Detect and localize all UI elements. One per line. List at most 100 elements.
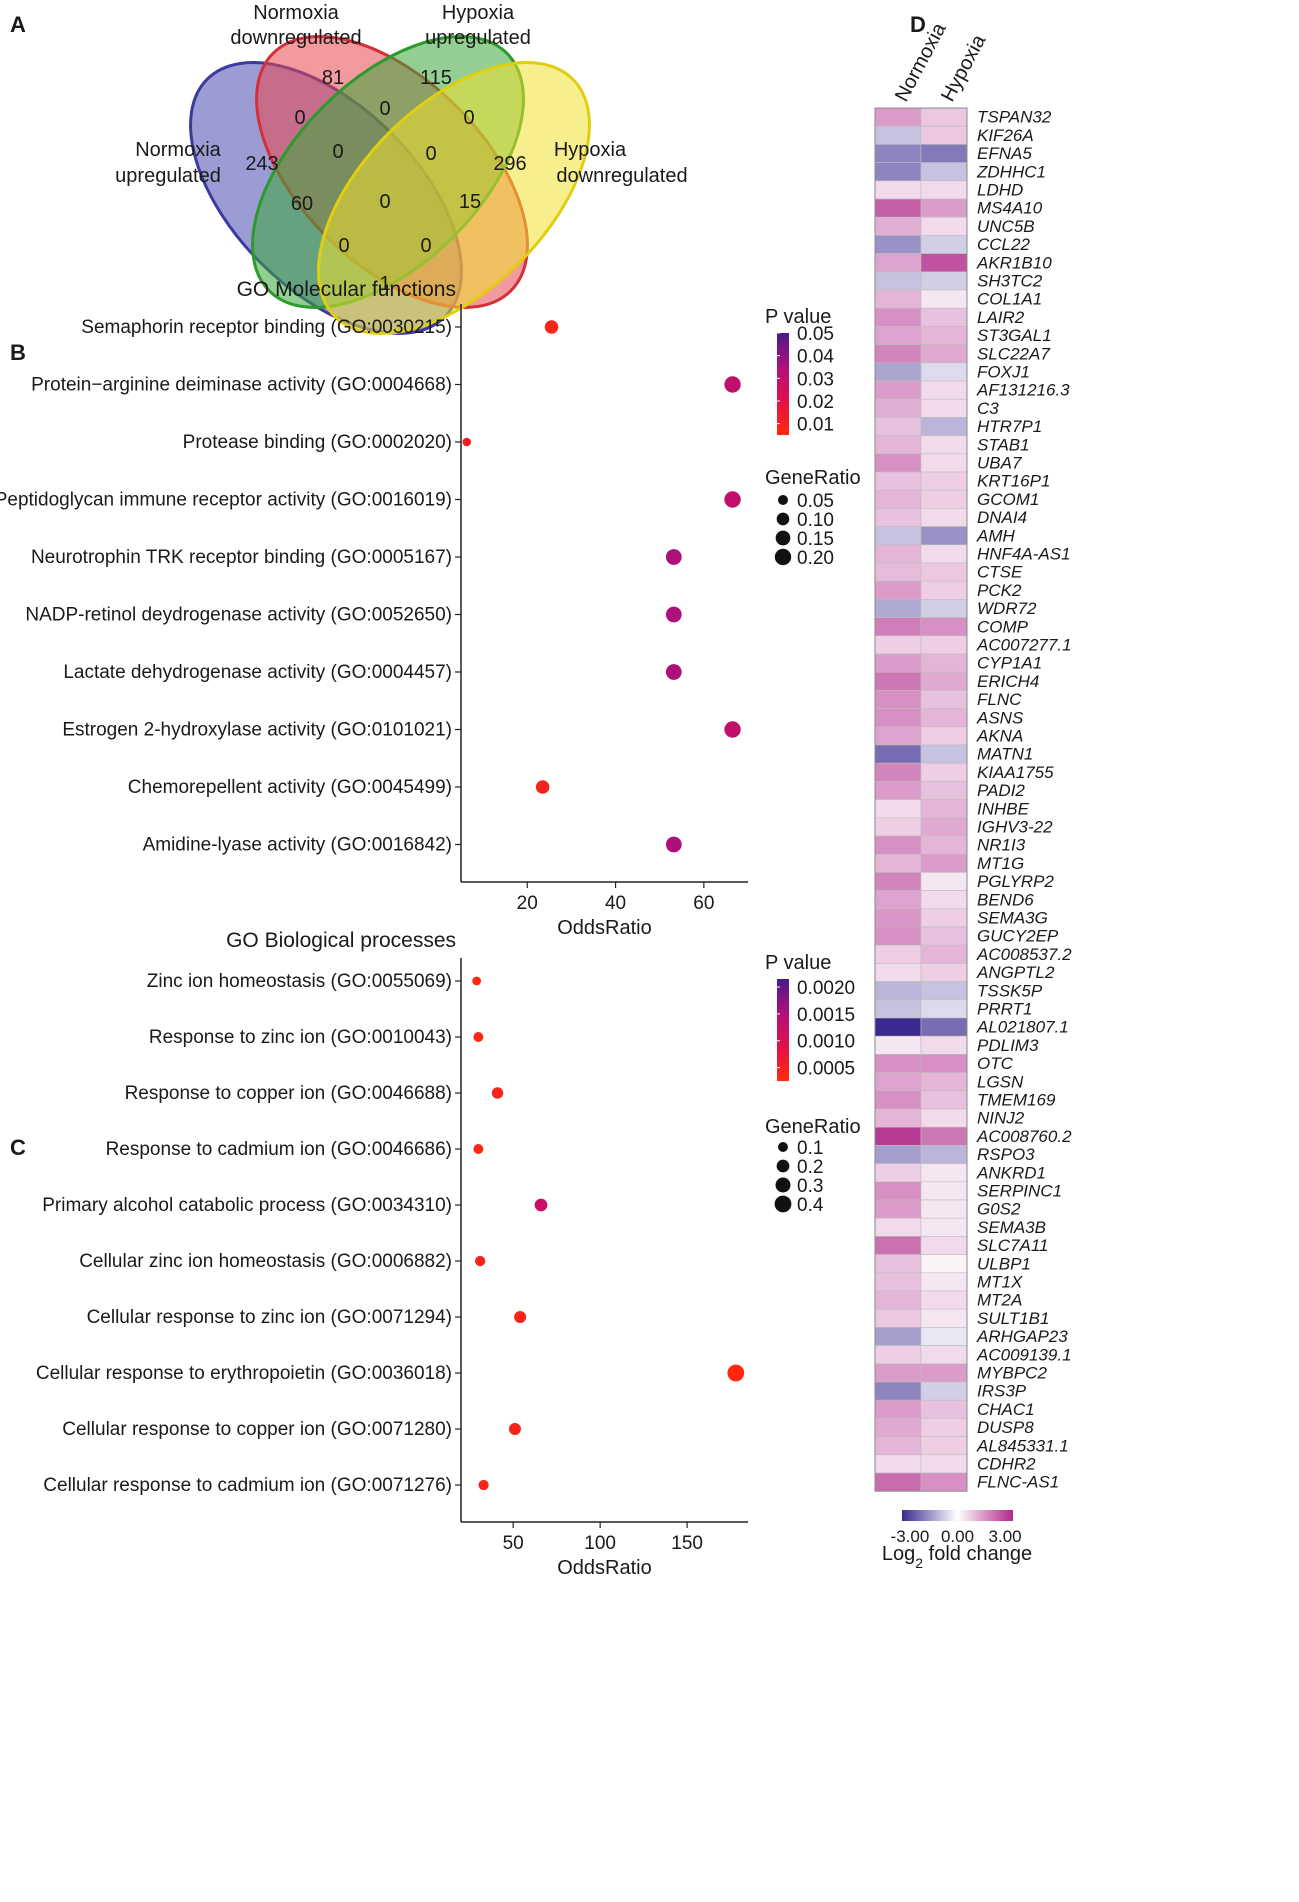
gene-label: G0S2 [977,1200,1021,1219]
gene-label: PADI2 [977,781,1025,800]
heatmap-cell-normoxia [874,1436,922,1456]
heatmap-cell-hypoxia [920,744,968,764]
category-label: Zinc ion homeostasis (GO:0055069) [147,971,452,992]
gene-label: EFNA5 [977,144,1032,163]
pvalue-tick-label: 0.0010 [797,1032,855,1053]
heatmap-cell-normoxia [874,1217,922,1237]
data-point [665,549,682,565]
plot-title: GO Molecular functions [237,278,456,301]
heatmap-cell-normoxia [874,417,922,436]
heatmap-cell-normoxia [874,180,922,200]
heatmap-cell-normoxia [874,1308,922,1328]
venn-label-normoxia-down-1: Normoxia [253,2,339,24]
venn-count-hu-hd: 0 [463,107,474,129]
gene-label: ASNS [976,708,1024,727]
gene-label: SH3TC2 [977,272,1043,291]
size-legend-dot [774,1195,792,1213]
heatmap-cell-normoxia [874,1181,922,1201]
gene-label: IGHV3-22 [977,818,1053,837]
heatmap-cell-normoxia [874,1236,922,1255]
gene-label: AL845331.1 [976,1436,1069,1455]
heatmap-cell-normoxia [874,362,922,382]
venn-count-nu-nd-hu: 0 [332,141,343,163]
data-point [724,491,741,508]
generatio-tick-label: 0.05 [797,491,834,512]
venn-count-nd-hu: 0 [379,98,390,120]
log2fc-legend-title: Log2 fold change [882,1543,1032,1571]
heatmap-cell-normoxia [874,726,922,746]
data-point [665,606,682,623]
gene-label: COL1A1 [977,290,1042,309]
heatmap-cell-normoxia [874,453,922,473]
heatmap-cell-hypoxia [920,544,968,564]
venn-count-nd-hu-hd: 0 [425,143,436,165]
heatmap-cell-hypoxia [920,1254,968,1274]
gene-label: DNAI4 [977,508,1027,527]
heatmap-cell-hypoxia [920,125,968,145]
heatmap-cell-hypoxia [920,307,968,327]
pvalue-tick-label: 0.03 [797,369,834,390]
gene-label: ANKRD1 [976,1163,1046,1182]
category-label: Protein−arginine deiminase activity (GO:… [31,375,452,396]
category-label: Cellular response to erythropoietin (GO:… [36,1363,452,1384]
heatmap-cell-hypoxia [920,362,968,382]
heatmap-cell-hypoxia [920,1054,968,1073]
heatmap-cell-normoxia [874,963,922,982]
data-point [665,664,682,680]
heatmap-cell-hypoxia [920,835,968,855]
generatio-tick-label: 0.2 [797,1157,823,1178]
venn-count-nu-hu: 60 [291,193,313,215]
heatmap-cell-normoxia [874,1472,922,1492]
heatmap-cell-hypoxia [920,1436,968,1456]
heatmap-cell-hypoxia [920,981,968,1001]
heatmap-cell-normoxia [874,107,922,127]
heatmap-cell-hypoxia [920,1454,968,1474]
gene-label: RSPO3 [977,1145,1035,1164]
heatmap-cell-normoxia [874,1145,922,1164]
heatmap-cell-normoxia [874,1345,922,1365]
heatmap-cell-normoxia [874,762,922,782]
pvalue-colorbar [777,979,789,1081]
panel-label-a: A [10,12,26,37]
gene-label: IRS3P [977,1382,1027,1401]
heatmap-cell-normoxia [874,1017,922,1037]
category-label: Cellular response to copper ion (GO:0071… [62,1419,452,1440]
gene-label: SULT1B1 [977,1309,1049,1328]
venn-count-all: 0 [379,191,390,213]
heatmap-cell-hypoxia [920,1418,968,1437]
gene-label: LAIR2 [977,308,1025,327]
gene-label: INHBE [977,799,1030,818]
heatmap-cell-hypoxia [920,817,968,837]
gene-label: NR1I3 [977,836,1026,855]
heatmap-cell-normoxia [874,380,922,400]
heatmap-cell-hypoxia [920,489,968,509]
data-point [462,437,472,447]
heatmap-cell-hypoxia [920,926,968,946]
heatmap-cell-normoxia [874,471,922,491]
gene-label: PDLIM3 [977,1036,1039,1055]
gene-label: AC007277.1 [976,636,1072,655]
venn-count-nu-nd-hd: 0 [420,235,431,257]
data-point [514,1311,527,1323]
venn-label-normoxia-up-2: upregulated [115,165,221,187]
gene-label: CTSE [977,563,1023,582]
size-legend-dot [776,512,790,526]
data-point [665,836,682,853]
heatmap-cell-hypoxia [920,1181,968,1201]
log2fc-tick-label: 0.00 [941,1527,974,1546]
category-label: Response to zinc ion (GO:0010043) [149,1027,452,1048]
heatmap-cell-normoxia [874,853,922,873]
heatmap-cell-hypoxia [920,726,968,746]
gene-label: ANGPTL2 [976,963,1055,982]
gene-label: ARHGAP23 [976,1327,1068,1346]
heatmap-cell-normoxia [874,271,922,291]
data-point [478,1479,489,1491]
gene-label: CHAC1 [977,1400,1035,1419]
data-point [475,1255,486,1267]
heatmap-cell-hypoxia [920,1108,968,1128]
heatmap-column-label: Hypoxia [937,30,991,105]
heatmap-cell-normoxia [874,817,922,837]
data-point [535,780,550,794]
heatmap-cell-hypoxia [920,198,968,218]
category-label: Neurotrophin TRK receptor binding (GO:00… [31,547,452,568]
